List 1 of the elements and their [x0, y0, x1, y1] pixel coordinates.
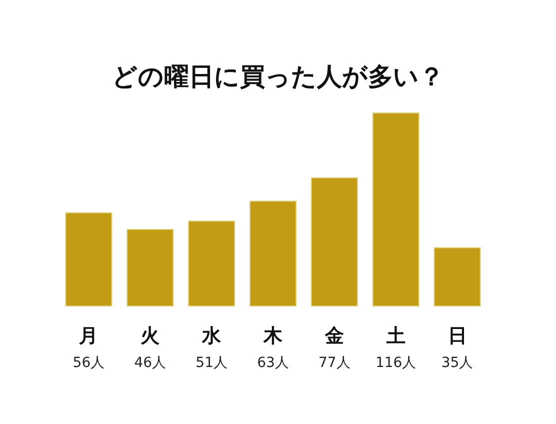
title: どの曜日に買った人が多い？: [112, 62, 444, 91]
